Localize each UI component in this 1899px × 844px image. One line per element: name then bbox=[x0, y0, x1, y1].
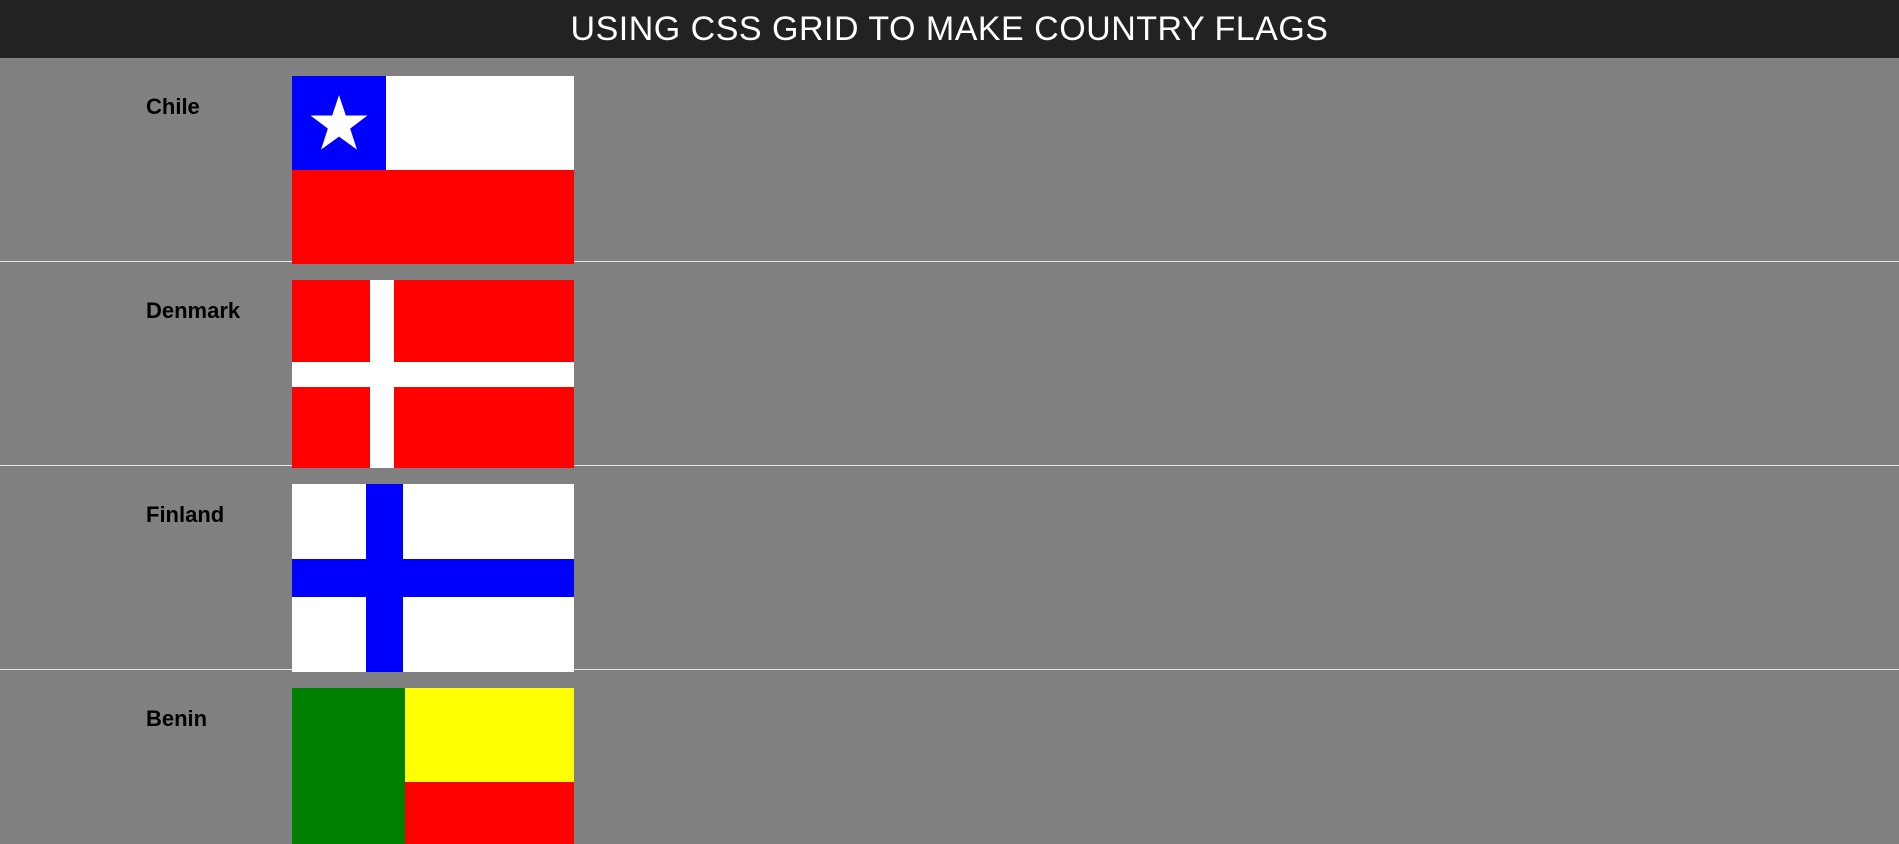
country-name: Benin bbox=[146, 706, 208, 731]
benin-flag bbox=[292, 688, 574, 844]
country-row-benin: Benin bbox=[0, 670, 1899, 844]
flag-yellow-stripe bbox=[405, 688, 574, 782]
star-icon bbox=[310, 95, 368, 150]
country-row-chile: Chile bbox=[0, 58, 1899, 264]
flag-green-band bbox=[292, 688, 405, 844]
page-header: USING CSS GRID TO MAKE COUNTRY FLAGS bbox=[0, 0, 1899, 58]
country-name: Chile bbox=[146, 94, 200, 119]
country-name: Denmark bbox=[146, 298, 241, 323]
flag-red-stripe bbox=[405, 782, 574, 844]
chile-flag bbox=[292, 76, 574, 264]
flag-cross-horizontal bbox=[292, 559, 574, 597]
flag-cross-horizontal bbox=[292, 362, 574, 387]
denmark-flag bbox=[292, 280, 574, 468]
finland-flag bbox=[292, 484, 574, 672]
country-name: Finland bbox=[146, 502, 225, 527]
flag-red-stripe bbox=[292, 170, 574, 264]
country-row-denmark: Denmark bbox=[0, 262, 1899, 468]
country-row-finland: Finland bbox=[0, 466, 1899, 672]
flag-blue-canton bbox=[292, 76, 386, 170]
page-title: USING CSS GRID TO MAKE COUNTRY FLAGS bbox=[570, 9, 1329, 48]
